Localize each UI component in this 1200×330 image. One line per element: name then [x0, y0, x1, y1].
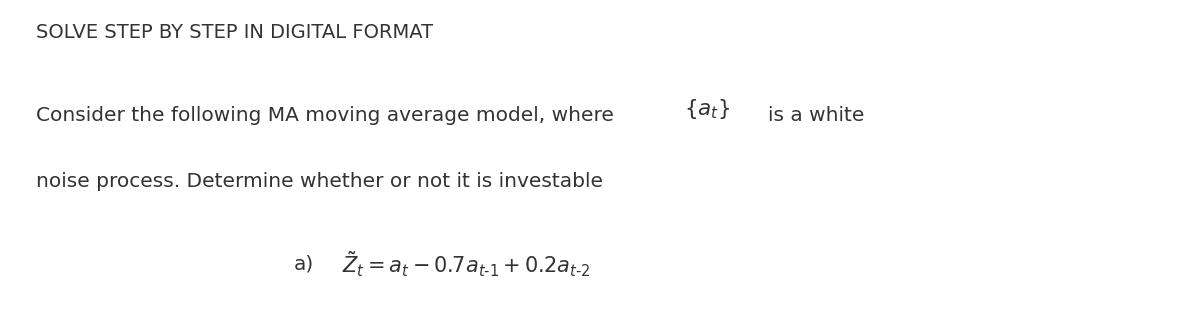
Text: $\{a_{\mathit{t}}\}$: $\{a_{\mathit{t}}\}$ [684, 97, 731, 121]
Text: is a white: is a white [768, 106, 864, 125]
Text: a): a) [294, 254, 314, 274]
Text: Consider the following MA moving average model, where: Consider the following MA moving average… [36, 106, 614, 125]
Text: noise process. Determine whether or not it is investable: noise process. Determine whether or not … [36, 172, 604, 191]
Text: SOLVE STEP BY STEP IN DIGITAL FORMAT: SOLVE STEP BY STEP IN DIGITAL FORMAT [36, 23, 433, 42]
Text: $\tilde{Z}_{t}=a_{t}-0.7a_{t\text{-}1}+0.2a_{t\text{-}2}$: $\tilde{Z}_{t}=a_{t}-0.7a_{t\text{-}1}+0… [342, 249, 590, 279]
